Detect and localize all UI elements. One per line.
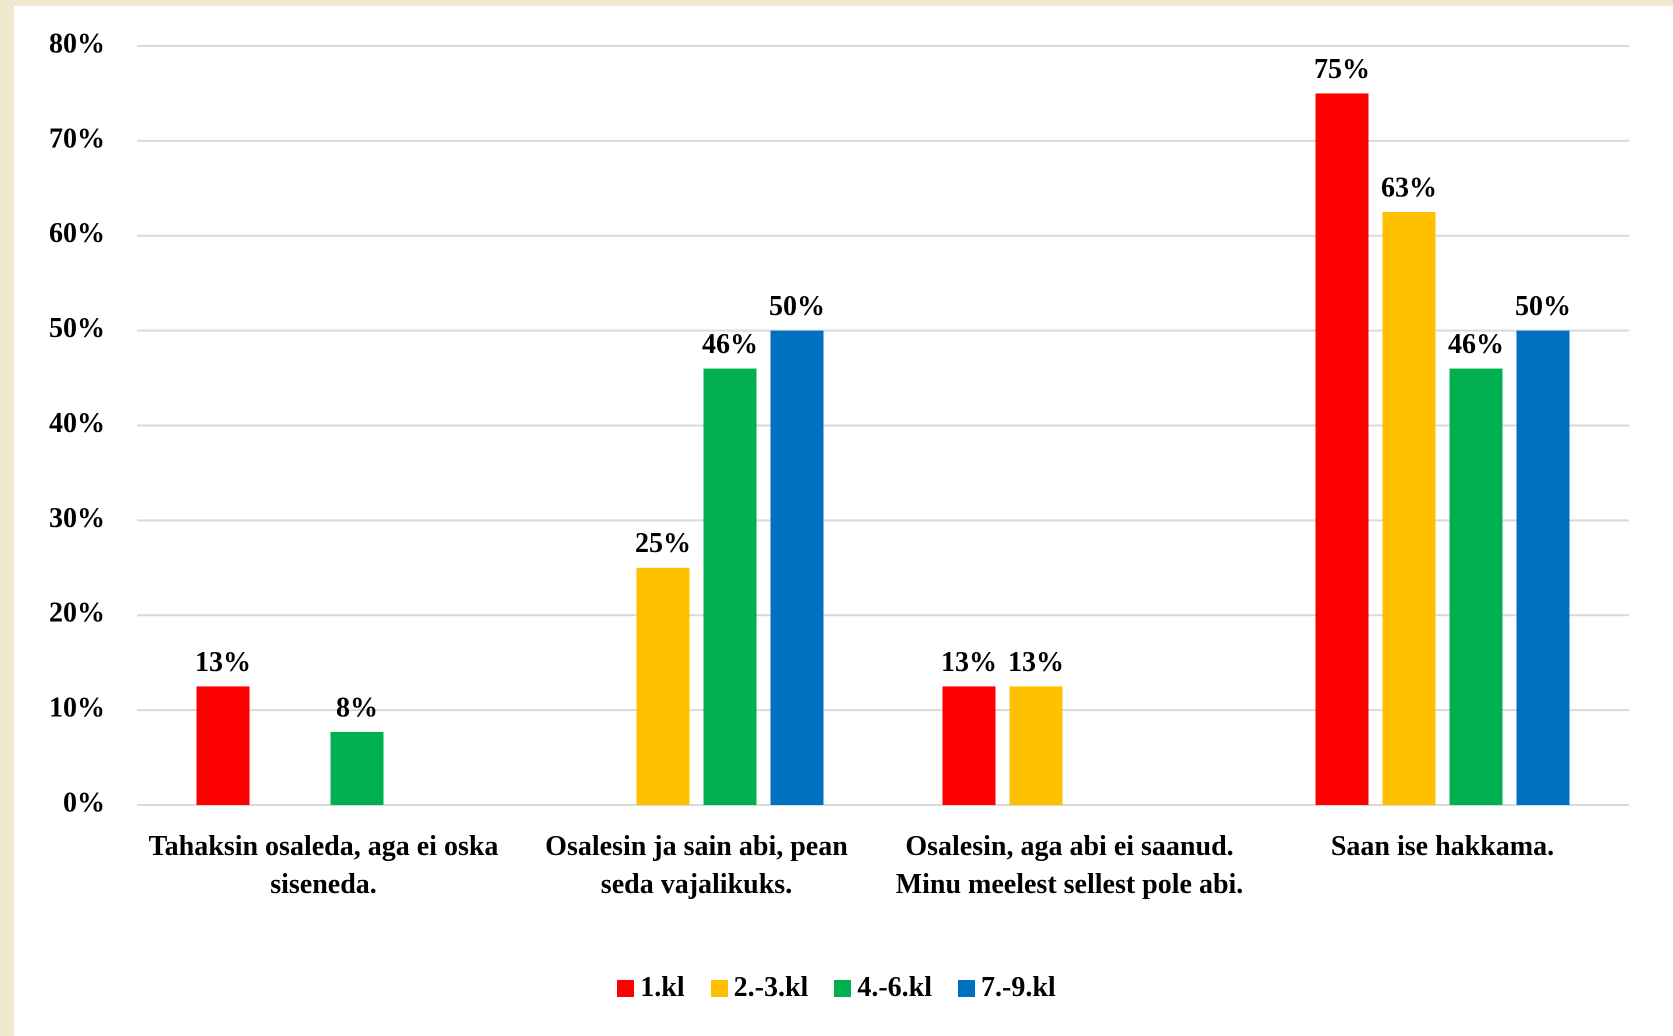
y-tick-label: 70%	[49, 123, 105, 154]
data-label: 75%	[1314, 54, 1370, 85]
bar	[196, 686, 250, 805]
bar	[1315, 93, 1369, 805]
data-label: 46%	[1448, 329, 1504, 360]
x-tick-label: Tahaksin osaleda, aga ei oska siseneda.	[148, 831, 499, 900]
bar	[636, 567, 690, 805]
y-tick-label: 50%	[49, 313, 105, 344]
legend-swatch	[710, 979, 728, 997]
data-label: 46%	[702, 329, 758, 360]
legend-swatch	[617, 979, 635, 997]
legend: 1.kl 2.-3.kl 4.-6.kl 7.-9.kl	[0, 972, 1673, 1004]
bar	[1449, 368, 1503, 805]
x-tick-label: Saan ise hakkama.	[1330, 831, 1555, 862]
legend-swatch	[834, 979, 852, 997]
legend-label: 4.-6.kl	[857, 972, 933, 1003]
y-tick-label: 10%	[49, 693, 105, 724]
y-tick-label: 60%	[49, 218, 105, 249]
legend-item: 1.kl	[617, 972, 685, 1004]
legend-label: 1.kl	[640, 972, 685, 1003]
bar	[703, 368, 757, 805]
bar	[770, 330, 824, 805]
y-tick-label: 80%	[49, 28, 105, 59]
data-label: 50%	[1515, 291, 1571, 322]
bar	[1009, 686, 1063, 805]
y-tick-label: 30%	[49, 503, 105, 534]
y-tick-label: 20%	[49, 598, 105, 629]
y-tick-label: 0%	[63, 787, 105, 818]
legend-item: 2.-3.kl	[710, 972, 809, 1004]
data-label: 13%	[941, 647, 997, 678]
bar	[1382, 212, 1436, 805]
data-label: 13%	[1008, 647, 1064, 678]
legend-label: 7.-9.kl	[981, 972, 1056, 1003]
data-label: 63%	[1381, 172, 1437, 203]
bar	[942, 686, 996, 805]
legend-item: 4.-6.kl	[834, 972, 932, 1004]
data-label: 50%	[769, 291, 825, 322]
data-label: 8%	[336, 692, 378, 723]
x-tick-label: Osalesin, aga abi ei saanud. Minu meeles…	[895, 831, 1244, 900]
x-tick-label: Osalesin ja sain abi, pean seda vajaliku…	[545, 831, 848, 900]
data-label: 25%	[635, 528, 691, 559]
bar	[1516, 330, 1570, 805]
bar	[330, 731, 384, 805]
data-label: 13%	[195, 647, 251, 678]
legend-swatch	[958, 979, 976, 997]
y-tick-label: 40%	[49, 408, 105, 439]
legend-label: 2.-3.kl	[733, 972, 809, 1003]
legend-item: 7.-9.kl	[958, 972, 1056, 1004]
